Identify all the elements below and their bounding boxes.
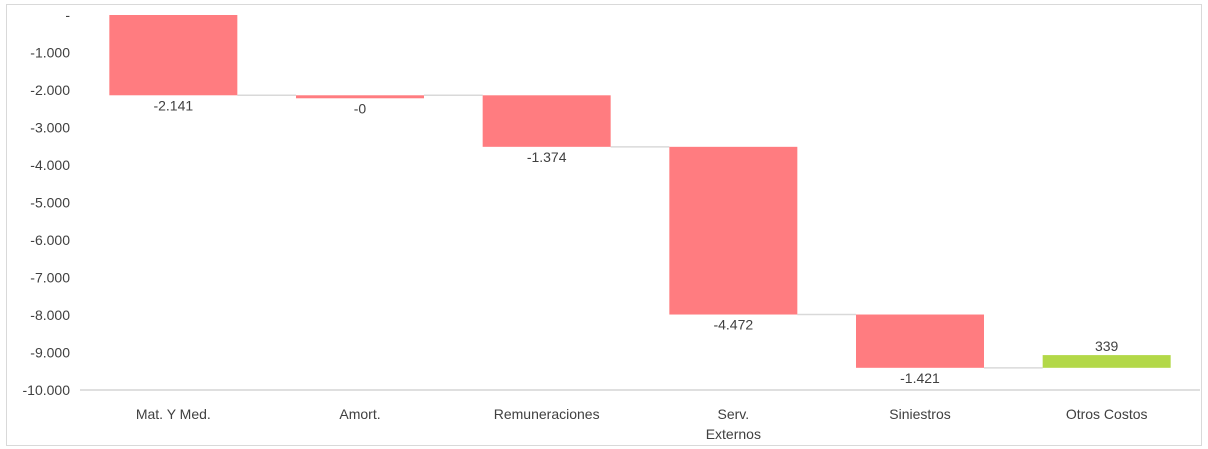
x-tick-label: Externos — [706, 426, 761, 442]
y-tick-label: -8.000 — [30, 307, 70, 323]
connectors — [237, 94, 1043, 369]
data-label: -0 — [354, 100, 367, 116]
y-axis: - -1.000 -2.000 -3.000 -4.000 -5.000 -6.000 -7.… — [23, 7, 71, 398]
x-tick-label: Siniestros — [889, 406, 950, 422]
data-label: 339 — [1095, 338, 1119, 354]
y-tick-label: -4.000 — [30, 157, 70, 173]
bar — [1042, 355, 1171, 368]
bar — [109, 15, 238, 96]
y-tick-label: -10.000 — [23, 382, 71, 398]
x-axis: Mat. Y Med. Amort. Remuneraciones Serv. Exte… — [80, 389, 1200, 442]
bar — [482, 95, 611, 147]
y-tick-label: - — [65, 7, 70, 23]
y-tick-label: -7.000 — [30, 270, 70, 286]
y-tick-label: -1.000 — [30, 45, 70, 61]
x-tick-label: Remuneraciones — [494, 406, 600, 422]
y-tick-label: -3.000 — [30, 120, 70, 136]
x-tick-label: Otros Costos — [1066, 406, 1148, 422]
chart-frame — [6, 4, 1202, 446]
bar — [296, 95, 424, 99]
bar — [856, 314, 984, 368]
bar — [669, 146, 798, 315]
y-tick-label: -5.000 — [30, 195, 70, 211]
data-label: -1.374 — [527, 149, 567, 165]
data-label: -2.141 — [153, 97, 193, 113]
x-tick-label: Mat. Y Med. — [136, 406, 211, 422]
bars — [109, 15, 1171, 368]
data-labels: -2.141 -0 -1.374 -4.472 -1.421 339 — [153, 97, 1118, 386]
data-label: -4.472 — [713, 317, 753, 333]
y-tick-label: -2.000 — [30, 82, 70, 98]
x-tick-label: Amort. — [339, 406, 380, 422]
y-tick-label: -9.000 — [30, 345, 70, 361]
x-tick-label: Serv. — [718, 406, 750, 422]
data-label: -1.421 — [900, 370, 940, 386]
y-tick-label: -6.000 — [30, 232, 70, 248]
